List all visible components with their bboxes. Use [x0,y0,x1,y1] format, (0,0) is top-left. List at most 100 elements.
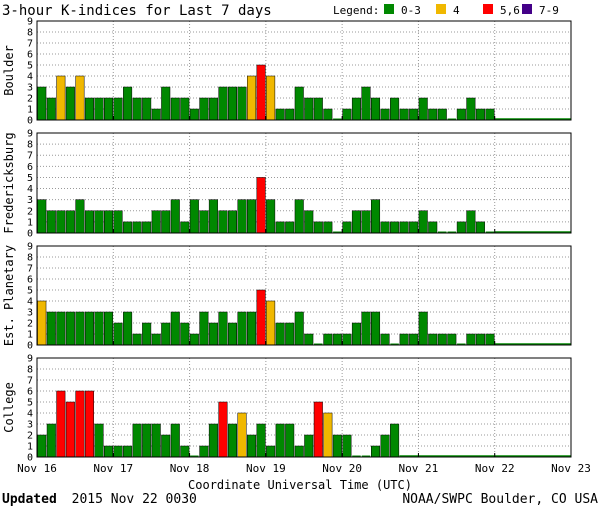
y-tick-label: 7 [27,264,33,275]
bar [351,322,361,346]
bar [475,221,485,234]
bar [294,199,304,234]
bar [456,108,466,121]
bar [142,221,152,234]
bar [266,300,276,346]
y-tick-label: 3 [27,195,33,206]
y-tick-label: 9 [27,17,33,28]
bar [409,108,419,121]
bar [294,311,304,346]
bar [380,108,390,121]
bar [275,322,285,346]
bar [104,311,114,346]
bar [132,221,142,234]
bar [46,210,56,234]
y-tick-label: 2 [27,431,33,442]
bar [37,434,47,458]
bar [132,333,142,346]
y-tick-label: 1 [27,217,33,228]
y-tick-label: 0 [27,229,33,240]
bar [256,177,266,234]
bar [266,199,276,234]
y-tick-label: 1 [27,442,33,453]
bar [380,221,390,234]
bar [170,199,180,234]
bar [428,333,438,346]
bar [218,311,228,346]
x-tick-label: Nov 18 [170,462,210,475]
bar [94,97,104,121]
legend-entry-2: 5,6 [500,4,520,17]
bar [342,434,352,458]
y-tick-label: 2 [27,319,33,330]
bar [256,423,266,458]
x-axis-tick-labels: Nov 16 Nov 17 Nov 18 Nov 19 Nov 20 Nov 21 Nov … [17,462,591,475]
bar [56,390,66,458]
legend-swatch-3 [522,4,532,14]
bar [409,333,419,346]
bar [390,343,399,345]
y-tick-label: 8 [27,140,33,151]
bar [466,97,476,121]
bar [227,423,237,458]
y-tick-label: 1 [27,105,33,116]
updated-value: 2015 Nov 22 0030 [72,492,197,507]
bar [361,311,371,346]
bar [104,210,114,234]
bar [37,86,47,121]
footer-credit: NOAA/SWPC Boulder, CO USA [402,492,598,507]
bar [113,445,123,458]
legend: 0-3 4 5,6 7-9 [384,4,559,17]
y-tick-label: 0 [27,341,33,352]
updated-label: Updated [2,492,57,507]
bar [285,108,295,121]
bar [37,199,47,234]
bar [170,311,180,346]
bar [94,311,104,346]
bar [447,333,457,346]
bar [485,108,495,121]
bar [313,401,323,458]
bar [323,412,333,458]
y-tick-label: 6 [27,162,33,173]
y-tick-label: 7 [27,151,33,162]
y-tick-label: 0 [27,453,33,464]
bar [199,445,209,458]
bar [351,210,361,234]
bar [227,86,237,121]
bar [437,108,447,121]
bar [218,86,228,121]
bar [170,423,180,458]
bar [409,221,419,234]
y-tick-label: 5 [27,286,33,297]
bar [75,311,85,346]
bar [161,434,171,458]
bar [65,401,75,458]
bar [371,311,381,346]
bar [75,199,85,234]
y-tick-label: 8 [27,365,33,376]
y-tick-label: 1 [27,330,33,341]
y-tick-label: 2 [27,94,33,105]
bar [333,231,342,233]
y-tick-label: 4 [27,184,33,195]
bar [351,97,361,121]
bar [399,108,409,121]
bar [275,221,285,234]
y-tick-label: 0 [27,116,33,127]
bar [227,322,237,346]
bar [56,311,66,346]
bar [199,311,209,346]
panel-label: Boulder [2,45,16,96]
bar [180,221,190,234]
bar [390,423,400,458]
y-tick-label: 6 [27,387,33,398]
bar [104,445,114,458]
bar [475,108,485,121]
bar [390,97,400,121]
panel-label: Est. Planetary [2,245,16,346]
bar [247,75,257,121]
bar [428,108,438,121]
